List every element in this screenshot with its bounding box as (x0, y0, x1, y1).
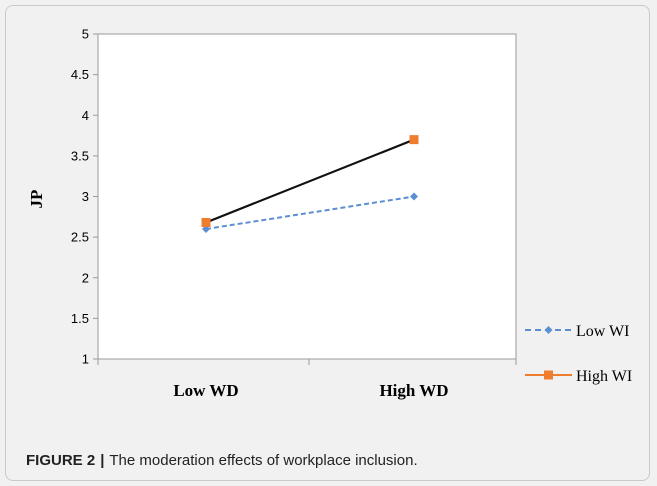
x-axis: Low WD High WD (97, 359, 517, 400)
plot-area (97, 33, 517, 360)
figure-caption: FIGURE 2 | The moderation effects of workp… (26, 452, 418, 469)
y-tick-label: 2 (82, 270, 89, 285)
legend-label: High WI (576, 368, 632, 385)
legend-marker-square (544, 370, 553, 380)
legend-marker-diamond (544, 326, 553, 334)
x-category-label: Low WD (173, 381, 238, 400)
y-axis-label: JP (27, 190, 46, 209)
y-tick-label: 3.5 (71, 148, 89, 163)
y-tick-label: 4.5 (71, 67, 89, 82)
y-axis: 1 1.5 2 2.5 3 3.5 4 4.5 5 (71, 27, 98, 367)
series-line-2 (205, 138, 415, 224)
y-tick-label: 1 (82, 352, 89, 367)
legend-label: Low WI (576, 323, 629, 340)
series-layer (201, 135, 419, 233)
figure-label: FIGURE 2 (26, 452, 96, 469)
y-tick-label: 3 (82, 189, 89, 204)
caption-text: The moderation effects of workplace incl… (109, 452, 418, 469)
y-tick-label: 5 (82, 27, 89, 42)
y-tick-label: 4 (82, 108, 89, 123)
legend: Low WI High WI (525, 323, 632, 385)
y-tick-label: 1.5 (71, 311, 89, 326)
figure-panel: 1 1.5 2 2.5 3 3.5 4 4.5 5 Low WD High WD JP Low W… (5, 5, 650, 481)
data-point-square (409, 135, 419, 145)
y-tick-label: 2.5 (71, 230, 89, 245)
line-chart: 1 1.5 2 2.5 3 3.5 4 4.5 5 Low WD High WD JP Low W… (27, 27, 632, 401)
caption-separator: | (100, 452, 105, 469)
x-category-label: High WD (379, 381, 448, 400)
data-point-diamond (410, 192, 418, 201)
data-point-square (201, 218, 211, 227)
series-line-1 (205, 195, 415, 230)
